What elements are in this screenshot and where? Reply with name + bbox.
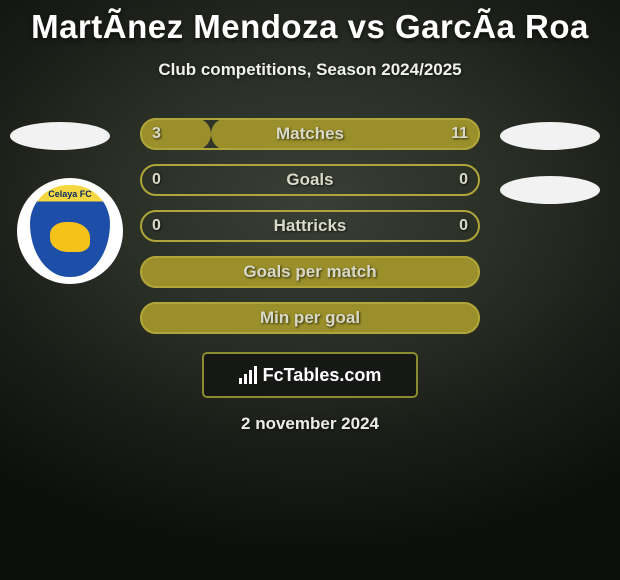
bar-value-left: 0 <box>152 217 161 235</box>
stat-bar: 0 0 Goals <box>140 164 480 196</box>
left-player-avatar <box>10 122 110 150</box>
bar-fill-right <box>211 118 480 150</box>
bar-label: Matches <box>276 124 344 144</box>
club-shield-icon: Celaya FC <box>30 185 110 277</box>
stat-bar: Goals per match <box>140 256 480 288</box>
date-label: 2 november 2024 <box>0 414 620 434</box>
right-player-avatar <box>500 122 600 150</box>
bar-label: Hattricks <box>274 216 347 236</box>
bar-label: Goals per match <box>243 262 376 282</box>
bar-label: Min per goal <box>260 308 360 328</box>
bar-label: Goals <box>286 170 333 190</box>
right-club-avatar <box>500 176 600 204</box>
left-club-badge: Celaya FC <box>17 178 123 284</box>
bar-value-right: 0 <box>459 217 468 235</box>
stat-bar: 0 0 Hattricks <box>140 210 480 242</box>
bull-icon <box>50 222 90 252</box>
bar-value-right: 0 <box>459 171 468 189</box>
bar-value-right: 11 <box>451 125 468 143</box>
barchart-icon <box>239 366 257 384</box>
bar-fill-left <box>140 118 211 150</box>
bar-value-left: 0 <box>152 171 161 189</box>
bar-value-left: 3 <box>152 125 161 143</box>
stat-bar: 3 11 Matches <box>140 118 480 150</box>
subtitle: Club competitions, Season 2024/2025 <box>0 60 620 80</box>
club-name-text: Celaya FC <box>48 189 92 199</box>
site-badge: FcTables.com <box>202 352 418 398</box>
site-label: FcTables.com <box>263 365 382 386</box>
stat-bar: Min per goal <box>140 302 480 334</box>
page-title: MartÃ­nez Mendoza vs GarcÃ­a Roa <box>0 8 620 46</box>
